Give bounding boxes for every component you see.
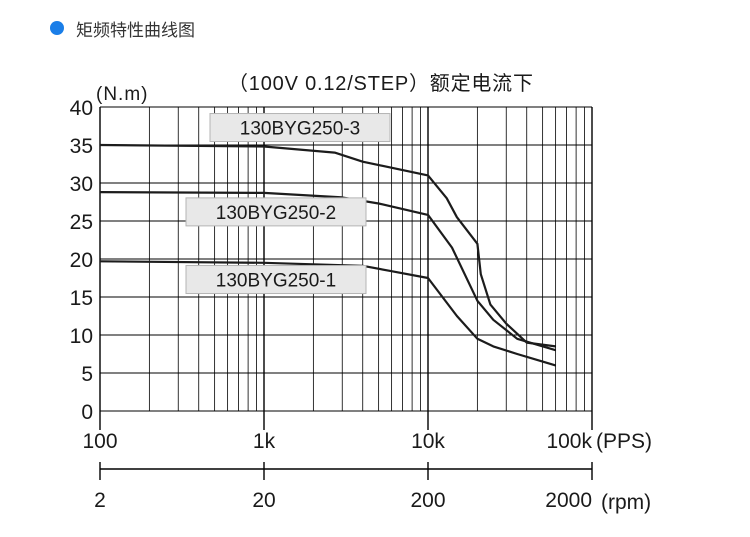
y-tick-label: 15 bbox=[70, 287, 93, 310]
y-axis-label: (N.m) bbox=[96, 84, 148, 105]
y-tick-label: 40 bbox=[70, 97, 93, 120]
series-label: 130BYG250-2 bbox=[216, 203, 336, 224]
chart-series bbox=[99, 143, 556, 367]
rpm-tick-label: 200 bbox=[410, 489, 445, 512]
x-axis-ticks: 100 1k 10k 100k (PPS) bbox=[82, 411, 652, 453]
y-tick-label: 20 bbox=[70, 249, 93, 272]
x-axis-unit: (PPS) bbox=[596, 430, 652, 453]
series-line bbox=[99, 191, 556, 352]
y-tick-label: 30 bbox=[70, 173, 93, 196]
x-tick-label: 1k bbox=[253, 430, 276, 453]
series-line bbox=[99, 260, 556, 367]
rpm-tick-label: 20 bbox=[252, 489, 275, 512]
y-tick-label: 10 bbox=[70, 325, 93, 348]
x-tick-label: 100 bbox=[82, 430, 117, 453]
rpm-axis: 2 20 200 2000 (rpm) bbox=[94, 462, 651, 514]
series-label-box bbox=[185, 197, 367, 227]
rpm-tick-label: 2000 bbox=[545, 489, 592, 512]
bullet-dot-icon bbox=[50, 21, 64, 35]
chart-title: （100V 0.12/STEP）额定电流下 bbox=[228, 72, 534, 95]
y-tick-label: 5 bbox=[81, 363, 93, 386]
rpm-axis-unit: (rpm) bbox=[601, 491, 651, 514]
y-tick-label: 25 bbox=[70, 211, 93, 234]
rpm-tick-label: 2 bbox=[94, 489, 106, 512]
y-tick-label: 35 bbox=[70, 135, 93, 158]
y-axis-ticks: 0 5 10 15 20 25 30 35 40 bbox=[70, 97, 93, 424]
series-label: 130BYG250-3 bbox=[240, 119, 360, 140]
chart-legend: 130BYG250-3 130BYG250-2 130BYG250-1 bbox=[185, 113, 391, 295]
series-label: 130BYG250-1 bbox=[216, 271, 336, 292]
chart-grid bbox=[99, 106, 593, 412]
x-tick-label: 10k bbox=[411, 430, 445, 453]
y-tick-label: 0 bbox=[81, 401, 93, 424]
section-title: 矩频特性曲线图 bbox=[76, 20, 195, 41]
series-label-box bbox=[209, 113, 391, 143]
series-line bbox=[99, 143, 556, 348]
section-header: 矩频特性曲线图 bbox=[50, 14, 195, 42]
series-label-box bbox=[185, 265, 367, 295]
x-tick-label: 100k bbox=[546, 430, 592, 453]
